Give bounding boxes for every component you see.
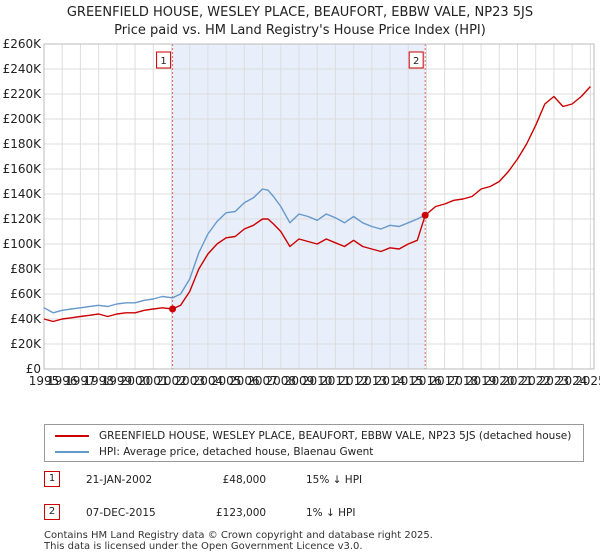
x-tick-label: 2007: [247, 374, 278, 388]
chart-title: GREENFIELD HOUSE, WESLEY PLACE, BEAUFORT…: [0, 4, 600, 40]
y-tick-label: £240K: [3, 62, 43, 76]
x-tick-label: 2022: [520, 374, 551, 388]
y-tick-label: £140K: [3, 187, 43, 201]
x-tick-label: 2025: [575, 374, 600, 388]
y-tick-label: £60K: [10, 287, 42, 301]
sale-point: [169, 305, 177, 313]
x-tick-label: 2012: [338, 374, 369, 388]
x-tick-label: 2010: [302, 374, 333, 388]
y-tick-label: £220K: [3, 87, 43, 101]
sale-price: £123,000: [216, 507, 267, 519]
legend-swatch-property: [55, 435, 89, 437]
x-tick-label: 2018: [448, 374, 479, 388]
legend-swatch-hpi: [55, 451, 89, 453]
y-tick-label: £20K: [10, 337, 42, 351]
sale-price: £48,000: [222, 474, 266, 486]
sale-label-number: 1: [160, 56, 166, 67]
sale-label-number: 2: [413, 56, 419, 67]
sale-date: 21-JAN-2002: [86, 474, 153, 486]
x-tick-label: 1995: [29, 374, 60, 388]
x-tick-label: 2005: [211, 374, 242, 388]
property-price-line: [43, 86, 591, 323]
x-tick-label: 2016: [411, 374, 442, 388]
x-tick-label: 2014: [375, 374, 406, 388]
x-tick-label: 2008: [265, 374, 296, 388]
x-tick-label: 2000: [120, 374, 151, 388]
x-tick-label: 1997: [65, 374, 96, 388]
y-tick-label: £120K: [3, 212, 43, 226]
y-tick-label: £40K: [10, 312, 42, 326]
x-tick-label: 2009: [284, 374, 315, 388]
sale-label-box: [408, 51, 424, 69]
x-tick-label: 2019: [466, 374, 497, 388]
x-tick-label: 2015: [393, 374, 424, 388]
y-tick-label: £100K: [3, 237, 43, 251]
x-tick-label: 2004: [193, 374, 224, 388]
footer-line-1: Contains HM Land Registry data © Crown c…: [44, 530, 433, 541]
sale-label-box: [156, 51, 172, 69]
x-tick-label: 1996: [47, 374, 78, 388]
x-tick-label: 2023: [539, 374, 570, 388]
x-tick-label: 1999: [102, 374, 133, 388]
x-tick-label: 2003: [174, 374, 205, 388]
legend-label-property: GREENFIELD HOUSE, WESLEY PLACE, BEAUFORT…: [99, 430, 572, 442]
title-line-2: Price paid vs. HM Land Registry's House …: [114, 23, 486, 38]
x-tick-label: 2011: [320, 374, 351, 388]
title-line-1: GREENFIELD HOUSE, WESLEY PLACE, BEAUFORT…: [66, 5, 534, 20]
x-tick-label: 2001: [138, 374, 169, 388]
y-tick-label: £180K: [3, 137, 43, 151]
x-tick-label: 1998: [83, 374, 114, 388]
legend-label-hpi: HPI: Average price, detached house, Blae…: [99, 446, 374, 458]
x-tick-label: 2002: [156, 374, 187, 388]
plot-frame: [43, 43, 595, 370]
hpi-line: [43, 188, 426, 314]
x-tick-label: 2017: [429, 374, 460, 388]
y-tick-label: £260K: [3, 37, 43, 51]
x-tick-label: 2020: [484, 374, 515, 388]
price-chart: £0 £20K £40K £60K £80K £100K £120K £140K £160K £1…: [3, 37, 600, 388]
legend: GREENFIELD HOUSE, WESLEY PLACE, BEAUFORT…: [44, 424, 584, 462]
sale-point: [421, 211, 429, 219]
sale-badge: 2: [44, 504, 60, 520]
sale-date: 07-DEC-2015: [86, 507, 156, 519]
y-tick-label: £0: [26, 362, 41, 376]
footer-line-2: This data is licensed under the Open Gov…: [44, 541, 363, 552]
sale-hpi: 15% ↓ HPI: [306, 474, 363, 486]
x-tick-label: 2024: [557, 374, 588, 388]
sale-hpi: 1% ↓ HPI: [306, 507, 356, 519]
y-tick-label: £160K: [3, 162, 43, 176]
y-tick-label: £80K: [10, 262, 42, 276]
x-tick-label: 2021: [502, 374, 533, 388]
footer: Contains HM Land Registry data © Crown c…: [44, 530, 433, 552]
sale-badge: 1: [44, 471, 60, 487]
x-tick-label: 2006: [229, 374, 260, 388]
y-tick-label: £200K: [3, 112, 43, 126]
x-tick-label: 2013: [357, 374, 388, 388]
